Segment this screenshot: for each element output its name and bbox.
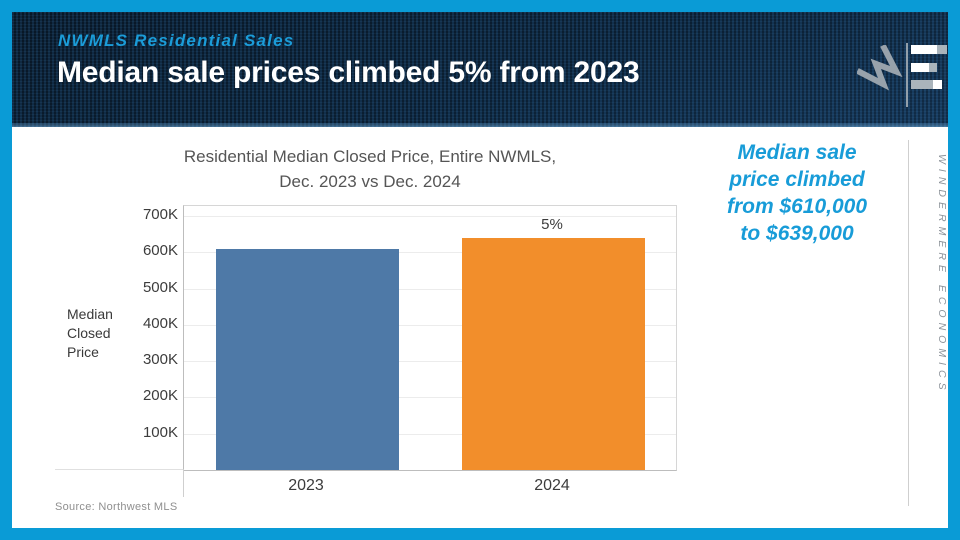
windermere-w-diamond-icon	[857, 45, 903, 91]
annotation-line: price climbed	[729, 168, 865, 191]
annotation-line: from $610,000	[726, 195, 868, 218]
gridline	[184, 215, 676, 217]
bar-2024	[461, 238, 645, 470]
source-note: Source: Northwest MLS	[55, 501, 178, 513]
header-kicker: NWMLS Residential Sales	[58, 31, 295, 50]
annotation-callout: Median sale price climbed from $610,000 …	[690, 139, 904, 247]
chart-title-line-2: Dec. 2023 vs Dec. 2024	[279, 172, 461, 191]
bar-value-label: 5%	[541, 216, 563, 234]
axis-extender-line	[183, 469, 184, 497]
y-tick-label: 200K	[142, 387, 178, 405]
gridline	[184, 288, 676, 290]
y-tick-label: 500K	[142, 278, 178, 296]
chart-title: Residential Median Closed Price, Entire …	[55, 144, 685, 194]
header-banner: NWMLS Residential Sales Median sale pric…	[12, 12, 948, 127]
gridline	[184, 433, 676, 435]
horizontal-bar-chart-icon	[911, 45, 948, 91]
sidebar-divider	[908, 140, 909, 506]
gridline	[184, 397, 676, 399]
gridline	[184, 324, 676, 326]
annotation-line: Median sale	[737, 141, 857, 164]
chart-title-line-1: Residential Median Closed Price, Entire …	[183, 147, 557, 166]
y-tick-label: 700K	[142, 205, 178, 223]
x-tick-label: 2024	[534, 477, 570, 494]
plot-area	[183, 205, 677, 471]
gridline	[184, 361, 676, 363]
sidebar-brand-text: WINDERMERE ECONOMICS	[936, 154, 948, 395]
page-title: Median sale prices climbed 5% from 2023	[57, 56, 640, 89]
annotation-line: to $639,000	[740, 222, 854, 245]
y-tick-label: 100K	[142, 423, 178, 441]
y-tick-label: 400K	[142, 314, 178, 332]
bar-2023	[215, 248, 399, 470]
logo-divider	[906, 43, 908, 107]
gridline	[184, 252, 676, 254]
y-tick-label: 600K	[142, 242, 178, 260]
baseline-extension-line	[55, 469, 183, 470]
x-tick-label: 2023	[288, 477, 324, 494]
y-tick-label: 300K	[142, 351, 178, 369]
y-axis-label: Median Closed Price	[67, 306, 113, 360]
